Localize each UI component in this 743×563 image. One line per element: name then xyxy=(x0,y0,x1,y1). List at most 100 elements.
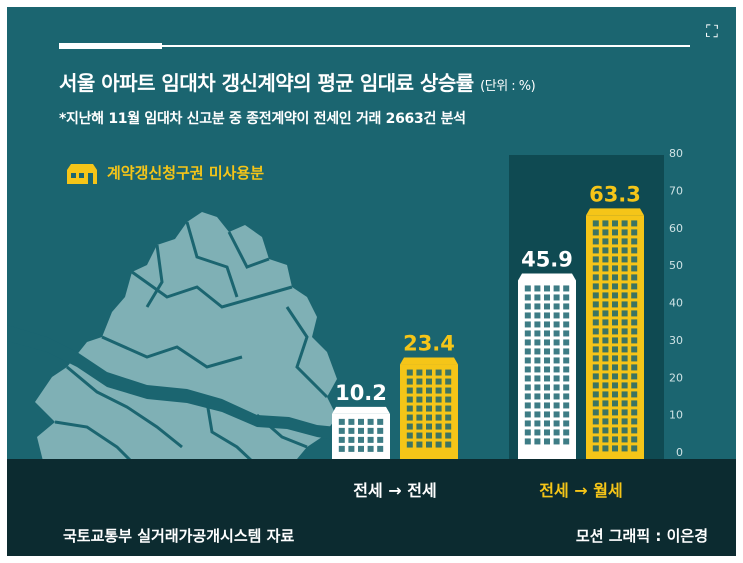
bar-window xyxy=(435,432,442,439)
bar-window xyxy=(631,310,638,317)
bar-window xyxy=(612,418,618,425)
bar-window xyxy=(592,436,599,443)
bar-window xyxy=(553,402,560,409)
bar-window xyxy=(553,348,560,355)
bar-window xyxy=(621,256,628,263)
source-note: 국토교통부 실거래가공개시스템 자료 xyxy=(63,527,295,545)
bar-window xyxy=(406,369,413,376)
bar-window xyxy=(524,375,531,382)
bar-window xyxy=(534,366,541,373)
bar-window xyxy=(524,402,531,409)
bar-window xyxy=(524,420,531,427)
bar-window xyxy=(553,384,560,391)
chart-panel: ⛶ 서울 아파트 임대차 갱신계약의 평균 임대료 상승률 (단위 : %) *… xyxy=(7,7,736,556)
bar-window xyxy=(592,418,599,425)
bar-window xyxy=(602,292,609,299)
bar-window xyxy=(612,364,618,371)
bar-body xyxy=(586,215,644,459)
bar-window xyxy=(544,339,550,346)
bar-window xyxy=(592,319,599,326)
bar-window xyxy=(348,445,355,452)
bar-window xyxy=(544,366,550,373)
bar-window xyxy=(602,238,609,245)
bar-window xyxy=(592,229,599,236)
bar-window xyxy=(553,330,560,337)
bar-window xyxy=(592,220,599,227)
bar-window xyxy=(621,238,628,245)
value-label: 45.9 xyxy=(521,247,573,271)
bar-window xyxy=(602,328,609,335)
bar-window xyxy=(602,337,609,344)
chart-svg: 0 10 20 30 40 50 60 70 80 10.2 23.4 45.9 63.3 전세 → … xyxy=(7,147,736,556)
bar-window xyxy=(544,294,550,301)
bar-window xyxy=(563,411,570,418)
seoul-map-icon xyxy=(7,212,347,477)
bar-window xyxy=(612,436,618,443)
bar-window xyxy=(602,265,609,272)
bar-window xyxy=(534,348,541,355)
bar-window xyxy=(631,418,638,425)
bar-window xyxy=(377,418,384,425)
bar-window xyxy=(631,274,638,281)
bar-window xyxy=(621,265,628,272)
bar-window xyxy=(631,220,638,227)
bar-window xyxy=(435,423,442,430)
bar-window xyxy=(524,285,531,292)
y-tick-label: 20 xyxy=(669,371,683,384)
bar-window xyxy=(592,364,599,371)
bar-window xyxy=(621,301,628,308)
bar-window xyxy=(358,445,364,452)
header-rule-thick xyxy=(59,43,162,49)
bar-used xyxy=(332,406,390,459)
bar-window xyxy=(631,283,638,290)
bar-window xyxy=(612,328,618,335)
bar-window xyxy=(544,420,550,427)
bar-window xyxy=(592,400,599,407)
bar-window xyxy=(544,375,550,382)
bar-window xyxy=(553,420,560,427)
bar-window xyxy=(367,436,374,443)
bar-window xyxy=(435,378,442,385)
bar-window xyxy=(592,445,599,452)
bar-window xyxy=(602,256,609,263)
bar-window xyxy=(592,382,599,389)
ground-strip xyxy=(7,459,736,556)
bar-window xyxy=(524,384,531,391)
bar-window xyxy=(426,405,432,412)
bar-window xyxy=(612,445,618,452)
bar-window xyxy=(612,409,618,416)
bar-window xyxy=(377,445,384,452)
bar-window xyxy=(612,238,618,245)
bar-window xyxy=(524,357,531,364)
bar-window xyxy=(563,330,570,337)
bar-window xyxy=(553,312,560,319)
bar-window xyxy=(426,414,432,421)
bar-window xyxy=(631,247,638,254)
bar-window xyxy=(377,436,384,443)
bar-window xyxy=(553,366,560,373)
bar-window xyxy=(534,330,541,337)
bar-window xyxy=(621,319,628,326)
bar-window xyxy=(602,382,609,389)
bar-window xyxy=(602,445,609,452)
bar-window xyxy=(534,339,541,346)
bar-window xyxy=(631,427,638,434)
bar-window xyxy=(621,274,628,281)
bar-window xyxy=(631,328,638,335)
bar-window xyxy=(534,393,541,400)
bar-group xyxy=(332,208,644,459)
bar-window xyxy=(406,378,413,385)
bar-window xyxy=(621,391,628,398)
bar-window xyxy=(534,429,541,436)
bar-window xyxy=(524,438,531,445)
expand-icon[interactable]: ⛶ xyxy=(706,22,718,42)
y-tick-label: 10 xyxy=(669,409,683,422)
bar-window xyxy=(612,400,618,407)
bar-window xyxy=(621,418,628,425)
bar-window xyxy=(524,321,531,328)
y-tick-label: 70 xyxy=(669,184,683,197)
bar-window xyxy=(435,405,442,412)
bar-window xyxy=(612,247,618,254)
bar-window xyxy=(524,330,531,337)
